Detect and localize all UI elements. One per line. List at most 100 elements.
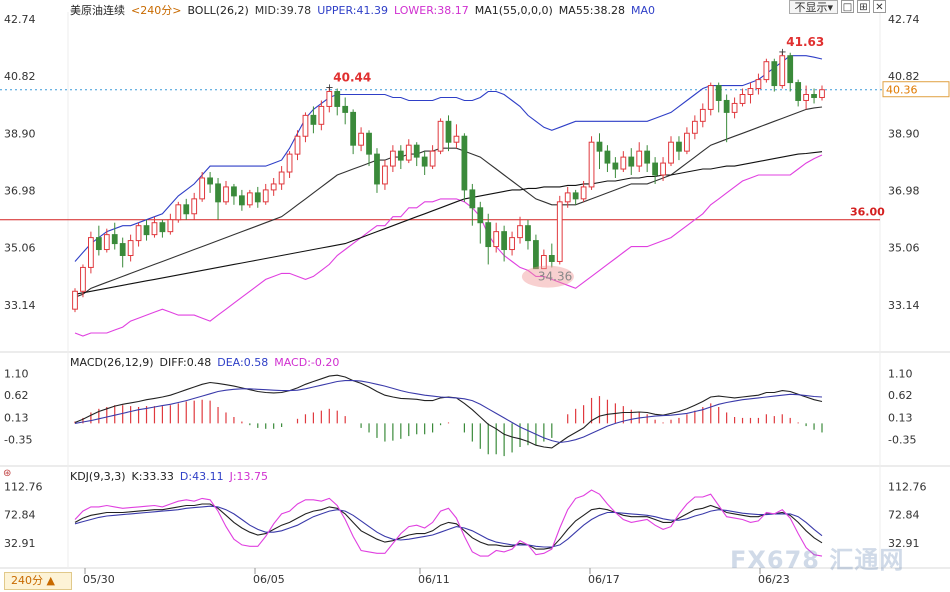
candle-body: [580, 186, 587, 200]
candle-body: [119, 243, 126, 257]
candle-body: [310, 114, 317, 125]
hide-dropdown-button[interactable]: 不显示▾: [789, 0, 838, 14]
kdj-name: KDJ(9,3,3): [70, 470, 126, 483]
candle-body: [445, 120, 452, 143]
candle-body: [636, 150, 643, 167]
kdj-settings-icon: ⊛: [3, 468, 11, 479]
candle-body: [350, 111, 357, 146]
candle-body: [676, 141, 682, 152]
kdj-k-line: [74, 503, 823, 550]
candle-body: [652, 162, 659, 176]
x-tick-label: 06/17: [588, 573, 620, 586]
candle-body: [739, 94, 746, 104]
candle-body: [270, 183, 277, 191]
candle-body: [564, 192, 571, 203]
price-tick-left: 42.74: [4, 13, 36, 26]
candle-body: [469, 189, 476, 209]
kdj-tick-right: 112.76: [888, 481, 927, 494]
kdj-d-line: [74, 505, 823, 548]
candle-body: [501, 231, 508, 251]
macd-diff-line: [74, 374, 823, 449]
candle-body: [294, 135, 301, 155]
candle-body: [342, 105, 349, 113]
grid: [0, 12, 950, 569]
restore-button[interactable]: □: [841, 0, 854, 13]
kdj-tick-left: 72.84: [4, 509, 36, 522]
ma0-value: MA0: [631, 4, 656, 17]
candle-body: [747, 88, 754, 96]
macd-name: MACD(26,12,9): [70, 356, 154, 369]
candle-body: [111, 234, 118, 245]
candle-body: [135, 225, 142, 242]
price-tick-right: 36.98: [888, 185, 920, 198]
series-ma55-line: [74, 151, 823, 295]
kdj-j-line: [74, 489, 823, 557]
candle-body: [771, 61, 778, 87]
macd-tick-left: 0.62: [4, 389, 29, 402]
close-button[interactable]: ✕: [873, 0, 886, 13]
candle-body: [238, 195, 245, 206]
macd-macd: MACD:-0.20: [274, 356, 340, 369]
candle-body: [540, 255, 547, 270]
ma55-value: MA55:38.28: [558, 4, 626, 17]
candle-body: [660, 162, 666, 176]
candle-body: [533, 240, 539, 270]
lower-value: LOWER:38.17: [393, 4, 469, 17]
candle-body: [413, 144, 420, 158]
candle-body: [779, 55, 786, 87]
macd-tick-left: -0.35: [4, 433, 32, 446]
macd-tick-right: 0.62: [888, 389, 913, 402]
price-tick-left: 40.82: [4, 70, 36, 83]
upper-value: UPPER:41.39: [317, 4, 388, 17]
candle-body: [715, 85, 722, 101]
kdj-tick-right: 32.91: [888, 537, 920, 550]
macd-pane: [74, 374, 823, 457]
candle-body: [223, 186, 229, 203]
high-annotation: 40.44: [333, 70, 371, 84]
candle-body: [199, 177, 206, 200]
price-tick-left: 35.06: [4, 242, 36, 255]
candle-body: [699, 108, 706, 122]
candle-body: [723, 99, 730, 113]
macd-tick-right: 0.13: [888, 411, 913, 424]
period-label[interactable]: <240分>: [131, 4, 182, 17]
price-tick-left: 33.14: [4, 299, 36, 312]
candle-body: [262, 189, 269, 203]
candle-body: [382, 165, 388, 185]
price-tick-right: 40.82: [888, 70, 920, 83]
macd-tick-right: -0.35: [888, 433, 916, 446]
price-tick-right: 42.74: [888, 13, 920, 26]
layout-button[interactable]: ⊞: [857, 0, 870, 13]
price-tick-right: 33.14: [888, 299, 920, 312]
candle-body: [795, 82, 802, 101]
x-tick-label: 06/05: [253, 573, 285, 586]
price-tick-left: 36.98: [4, 185, 36, 198]
series-lower-line: [74, 154, 823, 337]
candle-body: [103, 234, 110, 251]
window-toolbar: 不显示▾ □ ⊞ ✕: [789, 0, 886, 14]
mid-value: MID:39.78: [254, 4, 312, 17]
candle-body: [421, 156, 428, 167]
candle-body: [80, 266, 86, 292]
candle-body: [159, 222, 166, 233]
candle-body: [628, 156, 635, 167]
macd-dea-line: [74, 380, 823, 444]
candle-body: [763, 61, 770, 81]
kdj-tick-right: 72.84: [888, 509, 920, 522]
high-marker: +: [325, 82, 333, 93]
macd-tick-left: 0.13: [4, 411, 29, 424]
macd-tick-left: 1.10: [4, 367, 29, 380]
period-selector-button[interactable]: 240分 ▲: [4, 572, 72, 590]
candle-body: [286, 153, 293, 173]
candle-body: [334, 91, 341, 107]
support-line-label: 36.00: [850, 206, 885, 219]
candle-body: [397, 150, 404, 161]
kdj-d: D:43.11: [179, 470, 224, 483]
candle-body: [612, 162, 619, 170]
macd-tick-right: 1.10: [888, 367, 913, 380]
candle-body: [246, 192, 253, 206]
candle-body: [88, 237, 94, 268]
macd-dea: DEA:0.58: [217, 356, 269, 369]
candle-body: [620, 156, 627, 170]
candle-body: [755, 79, 762, 90]
